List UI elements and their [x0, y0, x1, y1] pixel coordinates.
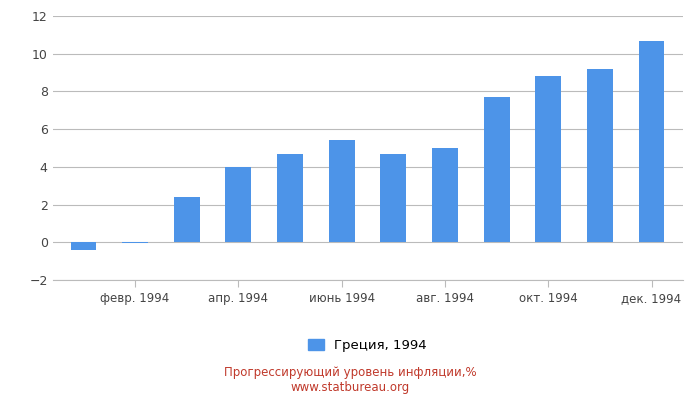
- Bar: [71, 242, 97, 250]
- Bar: [225, 167, 251, 242]
- Bar: [432, 148, 458, 242]
- Bar: [329, 140, 355, 242]
- Text: Прогрессирующий уровень инфляции,%: Прогрессирующий уровень инфляции,%: [224, 366, 476, 379]
- Bar: [380, 154, 406, 242]
- Text: www.statbureau.org: www.statbureau.org: [290, 382, 410, 394]
- Bar: [174, 197, 199, 242]
- Bar: [587, 69, 612, 242]
- Bar: [277, 154, 303, 242]
- Legend: Греция, 1994: Греция, 1994: [308, 339, 427, 352]
- Bar: [536, 76, 561, 242]
- Bar: [122, 242, 148, 243]
- Bar: [638, 40, 664, 242]
- Bar: [484, 97, 510, 242]
